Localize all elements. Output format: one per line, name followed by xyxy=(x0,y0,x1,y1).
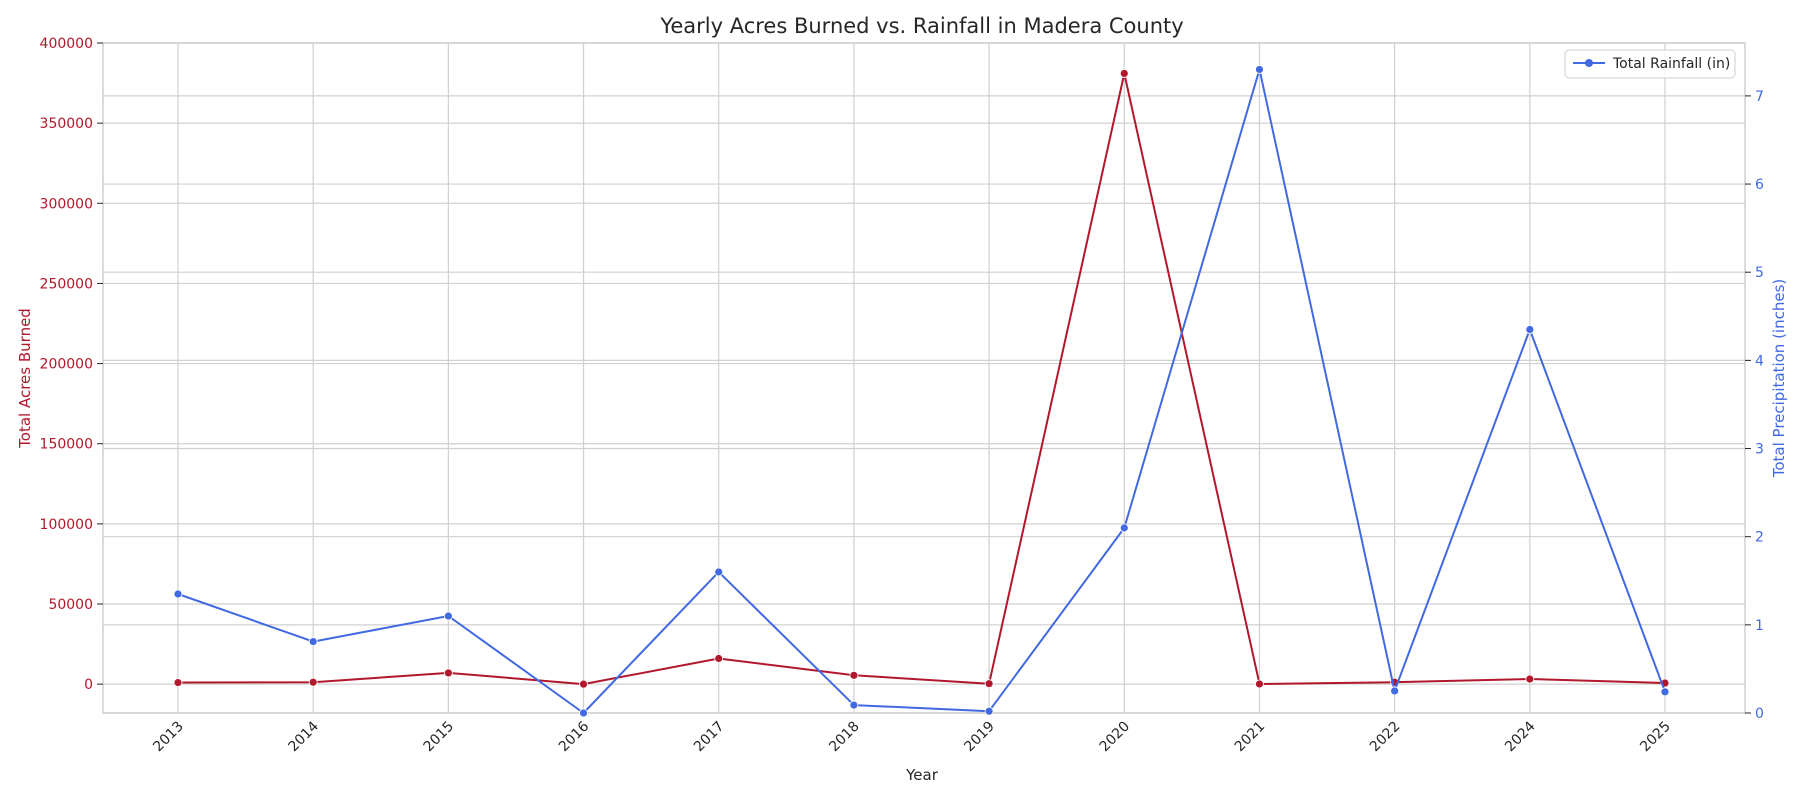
left-tick-label-100000: 100000 xyxy=(40,517,93,533)
vertical-gridlines xyxy=(177,43,1666,713)
point-acres-burned-2019 xyxy=(984,679,994,689)
point-rainfall-2017 xyxy=(714,567,724,577)
left-tick-label-350000: 350000 xyxy=(40,116,93,132)
y-axis-left-label: Total Acres Burned xyxy=(16,308,34,449)
left-tick-label-250000: 250000 xyxy=(40,276,93,292)
x-tick-label-2022: 2022 xyxy=(1367,719,1404,756)
right-tick-label-5: 5 xyxy=(1755,265,1764,281)
x-tick-label-2024: 2024 xyxy=(1502,718,1539,755)
legend-box xyxy=(1564,49,1736,79)
legend-entry-rainfall: Total Rainfall (in) xyxy=(1612,56,1730,72)
y-axis-right-label: Total Precipitation (inches) xyxy=(1770,279,1788,479)
legend: Total Rainfall (in) xyxy=(1564,49,1736,79)
point-acres-burned-2017 xyxy=(714,654,724,663)
x-tick-label-2019: 2019 xyxy=(961,719,998,756)
point-acres-burned-2013 xyxy=(173,678,183,687)
x-axis-label: Year xyxy=(905,766,939,784)
x-tick-label-2018: 2018 xyxy=(826,719,863,756)
point-acres-burned-2016 xyxy=(579,679,588,689)
left-tick-label-400000: 400000 xyxy=(40,36,93,52)
x-tick-label-2016: 2016 xyxy=(556,718,593,755)
point-rainfall-2018 xyxy=(849,700,859,710)
x-tick-label-2014: 2014 xyxy=(285,718,322,755)
left-tick-label-200000: 200000 xyxy=(40,357,93,373)
right-tick-label-3: 3 xyxy=(1755,442,1764,458)
point-acres-burned-2014 xyxy=(308,677,318,687)
x-tick-label-2013: 2013 xyxy=(150,719,187,756)
point-rainfall-2020 xyxy=(1119,523,1129,533)
series-layer xyxy=(173,65,1670,718)
x-tick-label-2025: 2025 xyxy=(1637,719,1674,756)
point-rainfall-2021 xyxy=(1255,65,1264,74)
right-tick-label-2: 2 xyxy=(1755,530,1764,546)
left-gridlines xyxy=(103,42,1745,685)
point-rainfall-2015 xyxy=(443,611,453,621)
right-tick-label-4: 4 xyxy=(1755,353,1764,369)
point-rainfall-2025 xyxy=(1660,687,1670,697)
series-line-acres-burned xyxy=(177,72,1666,686)
right-gridlines xyxy=(103,95,1745,714)
point-acres-burned-2021 xyxy=(1255,679,1264,689)
point-rainfall-2016 xyxy=(579,708,588,718)
left-tick-label-150000: 150000 xyxy=(40,437,93,453)
series-line-rainfall xyxy=(177,68,1666,714)
point-rainfall-2014 xyxy=(308,637,318,646)
plot-frame xyxy=(102,42,1746,714)
point-rainfall-2013 xyxy=(173,589,183,599)
right-tick-label-1: 1 xyxy=(1755,618,1764,634)
point-rainfall-2019 xyxy=(984,706,994,716)
x-tick-label-2021: 2021 xyxy=(1232,719,1269,756)
x-tick-label-2020: 2020 xyxy=(1097,719,1134,756)
left-axis-ticks: 0 50000 100000 150000 200000 250000 300000 3500… xyxy=(40,36,103,693)
left-tick-label-300000: 300000 xyxy=(40,196,93,212)
x-tick-label-2015: 2015 xyxy=(421,719,458,756)
left-tick-label-50000: 50000 xyxy=(48,597,93,613)
left-tick-label-0: 0 xyxy=(84,677,93,693)
chart-title: Yearly Acres Burned vs. Rainfall in Made… xyxy=(659,14,1183,38)
x-tick-label-2017: 2017 xyxy=(691,719,728,756)
right-tick-label-7: 7 xyxy=(1755,89,1764,105)
point-rainfall-2022 xyxy=(1390,686,1400,696)
point-acres-burned-2024 xyxy=(1525,674,1535,684)
point-acres-burned-2020 xyxy=(1119,69,1129,78)
right-tick-label-0: 0 xyxy=(1755,706,1764,722)
legend-swatch-marker xyxy=(1585,59,1593,67)
point-acres-burned-2015 xyxy=(443,668,453,678)
x-axis-ticks: 2013 2014 2015 2016 2017 2018 2019 2020 2021 2022… xyxy=(150,718,1674,755)
point-rainfall-2024 xyxy=(1525,325,1535,334)
right-axis-ticks: 0 1 2 3 4 5 6 7 xyxy=(1745,89,1764,722)
point-acres-burned-2018 xyxy=(849,670,859,680)
right-tick-label-6: 6 xyxy=(1755,177,1764,193)
